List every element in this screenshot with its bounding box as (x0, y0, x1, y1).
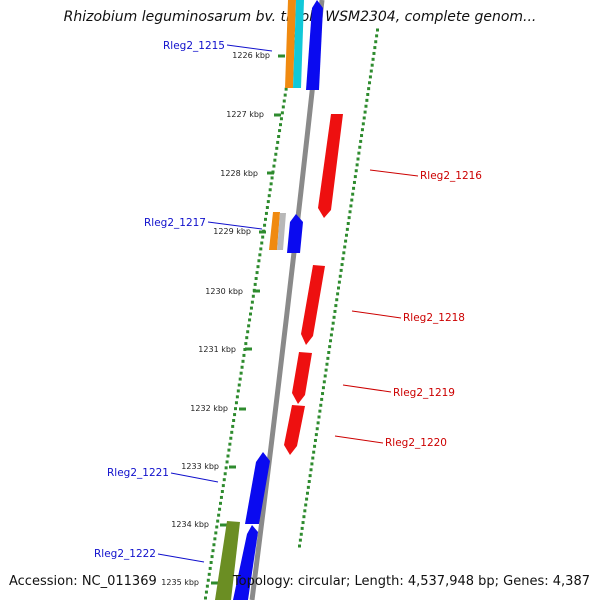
gene-labels: Rleg2_1215 Rleg2_1216 Rleg2_1217 Rleg2_1218… (94, 40, 482, 563)
feature-cog-orange-1215 (285, 0, 296, 88)
gene-label: Rleg2_1217 (144, 217, 206, 229)
scale-labels: 1226 kbp 1227 kbp 1228 kbp 1229 kbp 1230 kbp… (161, 51, 285, 587)
label-leader (334, 435, 384, 444)
label-leader (170, 472, 219, 483)
feature-cog-cyan-1215 (293, 0, 304, 88)
feature-reverse-1216 (318, 114, 343, 218)
label-leader (369, 169, 419, 177)
feature-forward-1215 (306, 0, 323, 90)
feature-reverse-1220 (284, 405, 305, 455)
gene-label: Rleg2_1219 (393, 387, 455, 399)
scale-label: 1230 kbp (205, 287, 243, 296)
label-leader (351, 310, 402, 319)
feature-cog-orange-1217 (269, 212, 280, 250)
scale-label: 1228 kbp (220, 169, 258, 178)
feature-reverse-1219 (292, 352, 312, 404)
label-leader (226, 44, 273, 52)
label-leader (207, 221, 263, 230)
label-leader (342, 384, 392, 393)
scale-label: 1229 kbp (213, 227, 251, 236)
scale-ring-right (298, 28, 379, 548)
gene-label: Rleg2_1222 (94, 548, 156, 560)
feature-forward-1222 (233, 525, 258, 600)
label-leader (157, 553, 205, 563)
gene-label: Rleg2_1216 (420, 170, 482, 182)
feature-cog-grey-1217 (277, 213, 286, 250)
scale-label: 1226 kbp (232, 51, 270, 60)
feature-cog-olive-1222 (215, 521, 240, 600)
feature-forward-1221 (245, 452, 270, 524)
gene-label: Rleg2_1220 (385, 437, 447, 449)
gene-label: Rleg2_1218 (403, 312, 465, 324)
feature-forward-1217 (287, 214, 303, 253)
feature-reverse-1218 (301, 265, 325, 345)
scale-label: 1235 kbp (161, 578, 199, 587)
gene-label: Rleg2_1221 (107, 467, 169, 479)
scale-label: 1232 kbp (190, 404, 228, 413)
scale-label: 1234 kbp (171, 520, 209, 529)
scale-label: 1227 kbp (226, 110, 264, 119)
gene-label: Rleg2_1215 (163, 40, 225, 52)
scale-label: 1231 kbp (198, 345, 236, 354)
scale-label: 1233 kbp (181, 462, 219, 471)
topology-summary: Topology: circular; Length: 4,537,948 bp… (232, 574, 590, 589)
accession-text: Accession: NC_011369 (9, 574, 157, 589)
features (215, 0, 343, 600)
